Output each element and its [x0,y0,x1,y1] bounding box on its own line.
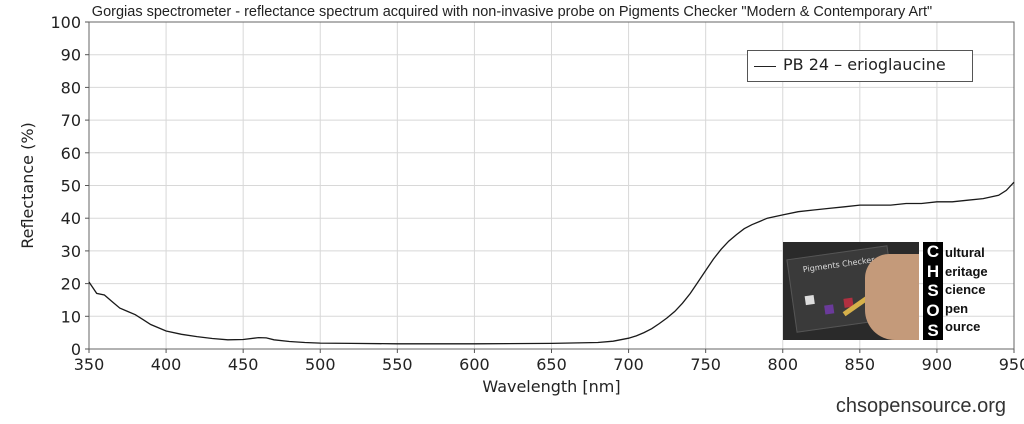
color-chip [804,295,815,306]
y-tick-label: 90 [61,46,81,65]
y-tick-label: 100 [50,13,81,32]
y-tick-label: 60 [61,144,81,163]
x-tick-label: 700 [613,355,644,374]
y-tick-label: 40 [61,209,81,228]
legend: PB 24 – erioglaucine [747,50,973,82]
x-tick-label: 800 [767,355,798,374]
color-chip [824,304,835,315]
y-tick-label: 0 [71,340,81,359]
pigments-checker-photo: Pigments Checker [783,242,919,340]
hand [865,254,919,340]
series-line [88,181,1015,345]
chsos-logo: Pigments Checker C H S O S ultural erita… [783,242,995,340]
acronym-letter: S [927,281,939,301]
y-tick-label: 70 [61,111,81,130]
acronym-word: ource [945,319,981,334]
acronym-letter: H [926,261,940,281]
acronym-word: eritage [945,263,988,279]
x-tick-label: 650 [536,355,567,374]
acronym-words: ultural eritage cience pen ource [945,244,988,337]
y-axis-label: Reflectance (%) [18,122,37,249]
y-tick-label: 80 [61,78,81,97]
x-tick-label: 550 [382,355,413,374]
acronym-letter: O [926,301,940,321]
acronym-word: ultural [945,245,985,260]
legend-line-swatch [754,66,776,67]
x-tick-label: 500 [305,355,336,374]
x-tick-label: 900 [922,355,953,374]
x-axis-label: Wavelength [nm] [482,377,620,396]
acronym-letter: C [926,242,940,262]
x-tick-label: 350 [74,355,105,374]
acronym-letter: S [927,320,939,340]
website-url[interactable]: chsopensource.org [835,395,1006,417]
x-tick-label: 750 [690,355,721,374]
photo-label: Pigments Checker [802,255,875,275]
x-tick-label: 400 [151,355,182,374]
x-tick-label: 950 [999,355,1024,374]
acronym-bar: C H S O S [923,242,943,340]
legend-label: PB 24 – erioglaucine [783,55,946,74]
y-tick-label: 10 [61,307,81,326]
acronym-word: pen [945,300,969,316]
x-tick-label: 450 [228,355,259,374]
y-tick-label: 30 [61,242,81,261]
chart-title: Gorgias spectrometer - reflectance spect… [91,4,933,20]
acronym-word: cience [945,282,986,297]
y-tick-label: 50 [61,177,81,196]
axis-ticks: 350 400 450 500 550 600 650 700 750 800 850 900 950 0… [50,13,1024,374]
x-tick-label: 850 [845,355,876,374]
y-tick-label: 20 [61,275,81,294]
series-layer [88,181,1015,345]
x-tick-label: 600 [459,355,490,374]
